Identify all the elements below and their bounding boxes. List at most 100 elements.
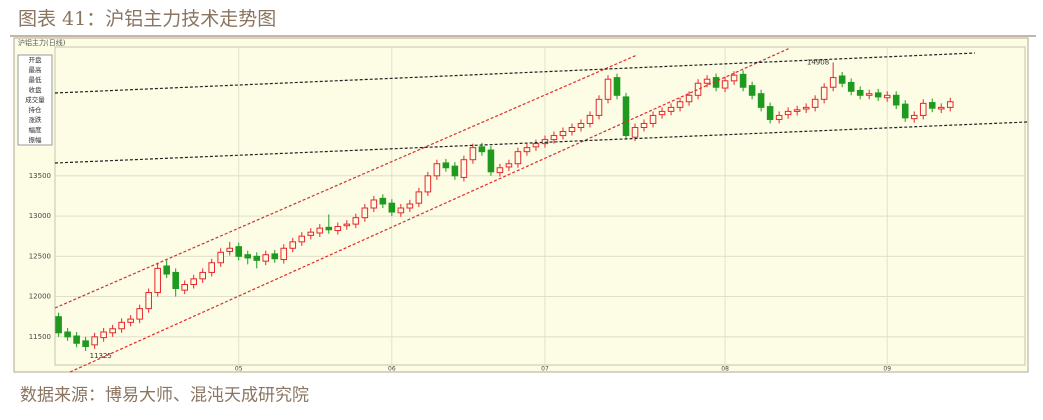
- candle-body: [676, 101, 684, 108]
- candle-body: [100, 331, 107, 339]
- candle-body: [73, 335, 80, 344]
- trend-line: [69, 47, 791, 373]
- candle-body: [424, 175, 432, 193]
- candle-body: [739, 73, 747, 88]
- candle-body: [163, 265, 170, 275]
- info-label: 收盘: [29, 85, 43, 94]
- candle-body: [892, 94, 900, 106]
- candle-body: [694, 82, 702, 96]
- candle-body: [865, 93, 873, 96]
- candle-body: [937, 106, 945, 110]
- candle-body: [838, 75, 846, 84]
- x-tick-label: 08: [721, 366, 729, 373]
- candle-body: [613, 77, 621, 96]
- info-label: 涨跌: [29, 115, 43, 124]
- candle-body: [325, 226, 333, 231]
- candle-body: [487, 149, 495, 173]
- info-panel: [17, 54, 53, 146]
- candle-body: [460, 159, 468, 178]
- y-tick-label: 13500: [29, 172, 51, 180]
- candle-body: [262, 254, 270, 262]
- candle-body: [208, 262, 216, 273]
- candle-body: [514, 151, 522, 165]
- info-label: 持仓: [29, 105, 43, 114]
- candle-body: [478, 146, 486, 153]
- candle-body: [586, 114, 594, 124]
- info-label: 振幅: [29, 135, 43, 144]
- candle-body: [847, 81, 855, 92]
- candle-body: [145, 292, 152, 310]
- candle-body: [433, 163, 441, 177]
- annotation: 11325: [90, 352, 112, 360]
- trend-line: [54, 52, 976, 94]
- candle-body: [793, 109, 801, 112]
- candle-body: [883, 94, 891, 99]
- candle-body: [595, 98, 603, 116]
- candle-body: [199, 271, 206, 280]
- y-tick-label: 12000: [29, 293, 51, 301]
- candle-body: [820, 86, 828, 100]
- candle-body: [253, 255, 261, 261]
- candle-body: [226, 247, 234, 252]
- candle-body: [523, 147, 531, 153]
- candle-body: [631, 127, 639, 138]
- candle-body: [532, 143, 540, 148]
- candle-body: [190, 278, 197, 285]
- candles: 11325 14908: [55, 58, 954, 360]
- candle-body: [568, 127, 576, 133]
- info-label: 最高: [29, 65, 43, 74]
- candle-body: [640, 122, 648, 129]
- plot-area: [54, 46, 1026, 366]
- candle-body: [397, 207, 405, 214]
- candle-body: [910, 114, 918, 120]
- candle-body: [901, 103, 909, 119]
- annotation: 14908: [807, 58, 829, 66]
- x-tick-label: 06: [388, 366, 396, 373]
- candle-body: [415, 191, 423, 204]
- candle-body: [766, 106, 774, 120]
- trend-lines: [54, 47, 1028, 373]
- trend-line: [54, 54, 638, 309]
- candle-body: [919, 102, 927, 116]
- candle-body: [217, 251, 225, 264]
- candle-body: [154, 267, 161, 294]
- candle-body: [784, 110, 792, 116]
- candle-body: [55, 316, 62, 334]
- candle-body: [136, 308, 143, 320]
- candle-body: [550, 135, 558, 141]
- candle-body: [361, 207, 369, 219]
- candle-body: [235, 246, 243, 257]
- candle-body: [334, 226, 342, 232]
- candle-body: [721, 80, 729, 89]
- candle-body: [730, 74, 738, 82]
- info-label: 幅度: [29, 125, 43, 134]
- candle-body: [703, 78, 711, 84]
- candle-body: [874, 92, 882, 98]
- candle-body: [343, 223, 351, 227]
- candle-body: [289, 241, 297, 249]
- candle-body: [181, 283, 188, 291]
- candle-body: [172, 271, 179, 290]
- candle-body: [118, 321, 125, 330]
- candle-body: [388, 202, 396, 213]
- y-tick-label: 12500: [29, 252, 51, 260]
- info-label: 最低: [29, 75, 43, 84]
- candle-body: [298, 235, 306, 243]
- candle-body: [451, 165, 459, 177]
- candle-body: [811, 98, 819, 108]
- y-tick-label: 11500: [29, 333, 51, 341]
- source: 数据来源：博易大师、混沌天成研究院: [20, 386, 309, 406]
- candle-body: [946, 101, 954, 108]
- candle-body: [856, 89, 864, 96]
- candle-body: [622, 96, 630, 137]
- title: 图表 41：沪铝主力技术走势图: [18, 8, 276, 30]
- candle-body: [541, 139, 549, 145]
- candle-body: [505, 163, 513, 168]
- candle-body: [559, 131, 567, 137]
- candle-body: [64, 331, 71, 338]
- candle-body: [352, 217, 360, 225]
- candle-body: [667, 106, 675, 112]
- candle-body: [280, 247, 288, 261]
